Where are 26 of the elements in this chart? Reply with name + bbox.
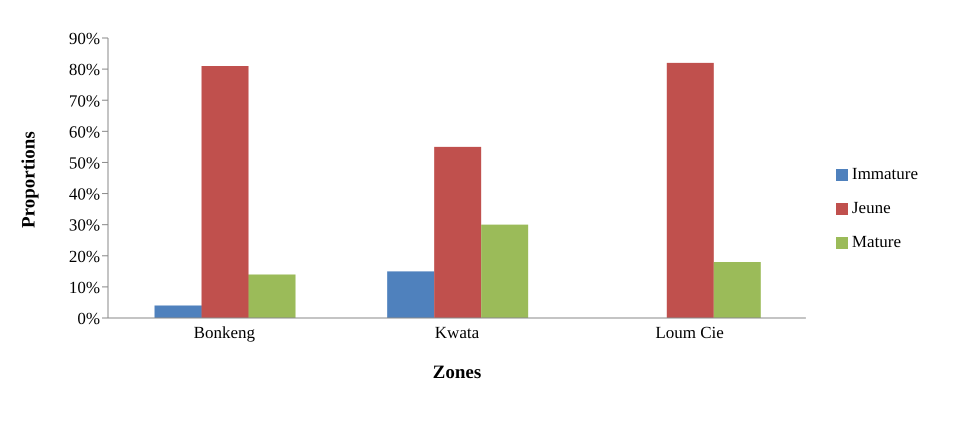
bar: [714, 262, 761, 318]
bar: [248, 274, 296, 318]
y-tick-label: 50%: [68, 153, 100, 172]
bar: [666, 62, 714, 318]
y-tick-label: 70%: [68, 91, 100, 110]
y-tick-label: 40%: [68, 184, 100, 204]
legend-label: Mature: [852, 232, 901, 251]
bar: [387, 271, 434, 318]
legend-label: Immature: [852, 164, 918, 183]
y-tick-label: 30%: [68, 216, 100, 235]
y-tick-label: 20%: [68, 246, 100, 266]
y-tick-label: 60%: [68, 122, 100, 142]
bar: [202, 66, 249, 318]
legend-label: Jeune: [852, 198, 891, 217]
bar: [154, 306, 202, 318]
bar: [434, 146, 482, 318]
y-tick-label: 0%: [77, 309, 100, 328]
x-tick-label: Loum Cie: [655, 323, 724, 342]
bar: [481, 224, 528, 318]
y-axis-title: Proportions: [18, 131, 40, 228]
x-tick-label: Kwata: [434, 323, 480, 342]
x-tick-label: Bonkeng: [194, 323, 256, 342]
y-tick-label: 90%: [68, 29, 100, 48]
x-axis-title: Zones: [432, 362, 482, 383]
y-tick-label: 80%: [68, 60, 100, 80]
y-tick-label: 10%: [68, 278, 100, 297]
